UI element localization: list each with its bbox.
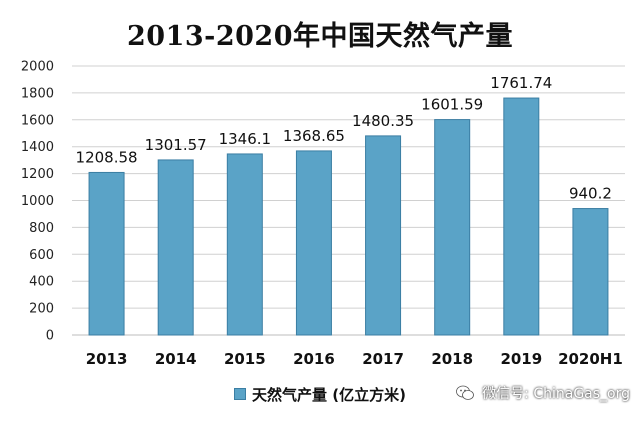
data-label-2018: 1601.59 <box>421 96 483 114</box>
y-tick-label: 200 <box>29 302 54 317</box>
y-tick-label: 2000 <box>21 60 54 75</box>
data-label-2019: 1761.74 <box>490 74 552 92</box>
x-tick-label-2016: 2016 <box>293 350 335 368</box>
legend-swatch <box>234 388 246 400</box>
bar-2017 <box>365 135 402 336</box>
x-tick-label-2014: 2014 <box>155 350 197 368</box>
data-label-2016: 1368.65 <box>283 127 345 145</box>
y-tick-label: 0 <box>46 329 54 344</box>
watermark-text: 微信号: ChinaGas_org <box>482 386 630 402</box>
bar-2014 <box>157 159 194 336</box>
bar-2019 <box>503 97 540 336</box>
x-tick-label-2015: 2015 <box>224 350 266 368</box>
wechat-icon <box>456 385 475 401</box>
x-tick-label-2013: 2013 <box>86 350 128 368</box>
y-tick-label: 800 <box>29 221 54 236</box>
y-tick-label: 1800 <box>21 86 54 101</box>
x-tick-label-2020H1: 2020H1 <box>558 350 623 368</box>
bar-2015 <box>226 153 263 336</box>
x-tick-label-2017: 2017 <box>362 350 404 368</box>
x-tick-label-2018: 2018 <box>431 350 473 368</box>
bar-2016 <box>295 150 332 336</box>
data-label-2013: 1208.58 <box>76 148 138 166</box>
y-tick-label: 1400 <box>21 140 54 155</box>
y-tick-label: 400 <box>29 275 54 290</box>
data-label-2017: 1480.35 <box>352 112 414 130</box>
data-label-2020H1: 940.2 <box>569 185 612 203</box>
bars <box>88 97 609 336</box>
grid-lines <box>72 65 625 336</box>
y-tick-label: 1200 <box>21 167 54 182</box>
axis: 0 200 400 600 800 1000 1200 1400 1600 1800 2000 <box>21 60 625 344</box>
x-tick-label-2019: 2019 <box>500 350 542 368</box>
chart-title: 2013-2020年中国天然气产量 <box>127 21 513 52</box>
bar-2013 <box>88 171 125 336</box>
y-tick-label: 600 <box>29 248 54 263</box>
watermark: 微信号: ChinaGas_org <box>456 383 630 403</box>
labels: 1208.58 2013 1301.57 2014 1346.1 2015 1368.65 2… <box>76 74 623 368</box>
data-label-2015: 1346.1 <box>219 130 272 148</box>
legend-label: 天然气产量 (亿立方米) <box>252 385 406 404</box>
y-tick-label: 1600 <box>21 113 54 128</box>
bar-2018 <box>434 119 471 336</box>
y-tick-label: 1000 <box>21 194 54 209</box>
bar-2020H1 <box>572 208 609 336</box>
legend: 天然气产量 (亿立方米) <box>234 384 406 404</box>
data-label-2014: 1301.57 <box>145 136 207 154</box>
